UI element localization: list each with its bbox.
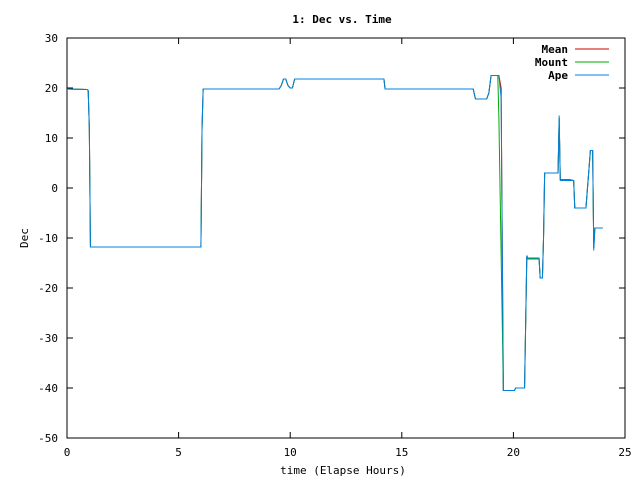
series-line-mount xyxy=(66,75,603,391)
legend-label-ape: Ape xyxy=(548,69,568,82)
y-tick-label: 10 xyxy=(45,132,58,145)
x-tick-label: 25 xyxy=(618,446,631,459)
legend-label-mean: Mean xyxy=(542,43,569,56)
y-tick-label: -10 xyxy=(38,232,58,245)
legend-label-mount: Mount xyxy=(535,56,568,69)
x-tick-label: 15 xyxy=(395,446,408,459)
y-tick-label: -30 xyxy=(38,332,58,345)
y-tick-label: 0 xyxy=(51,182,58,195)
y-tick-label: -40 xyxy=(38,382,58,395)
x-tick-label: 0 xyxy=(64,446,71,459)
x-tick-label: 5 xyxy=(175,446,182,459)
chart-title: 1: Dec vs. Time xyxy=(292,13,392,26)
tick-layer: 0 5 10 15 20 25 -50 -40 -30 -20 -10 0 10 20 30 xyxy=(38,32,632,459)
y-tick-label: -20 xyxy=(38,282,58,295)
y-tick-label: 30 xyxy=(45,32,58,45)
series-layer xyxy=(66,75,603,391)
series-line-mean xyxy=(66,75,603,391)
x-axis-label: time (Elapse Hours) xyxy=(280,464,406,477)
x-tick-label: 10 xyxy=(284,446,297,459)
y-tick-label: 20 xyxy=(45,82,58,95)
x-tick-label: 20 xyxy=(507,446,520,459)
y-tick-label: -50 xyxy=(38,432,58,445)
plot-frame-layer xyxy=(66,37,626,439)
y-axis-label: Dec xyxy=(18,228,31,248)
series-line-ape xyxy=(66,75,603,391)
plot-border xyxy=(66,37,626,439)
